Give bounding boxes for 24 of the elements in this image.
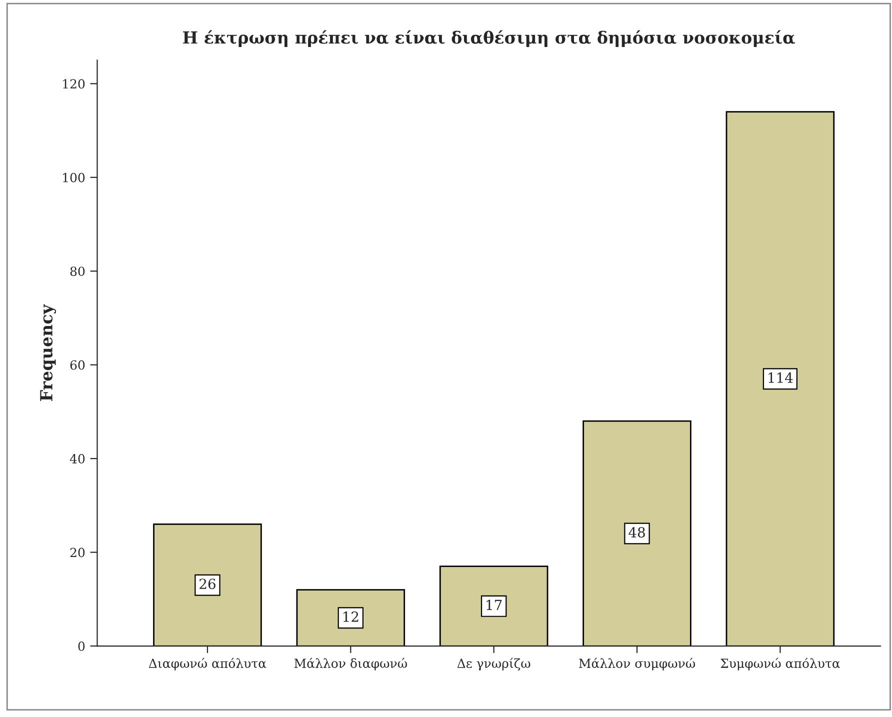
bar [726,111,835,646]
x-tick-label: Συμφωνώ απόλυτα [720,658,840,670]
x-tick-label: Διαφωνώ απόλυτα [148,658,266,670]
data-label: 17 [486,600,502,610]
x-tick-label: Μάλλον διαφωνώ [294,658,407,670]
bar [296,589,406,646]
y-tick-label: 100 [63,172,85,182]
data-label: 12 [344,611,358,622]
bar [439,566,548,646]
bar [153,523,262,646]
y-tick-label: 40 [70,454,85,464]
x-tick-label: Μάλλον συμφωνώ [579,658,695,670]
y-tick-label: 120 [63,79,85,89]
y-tick-label: 80 [70,266,85,276]
x-tick-label: Δε γνωρίζω [457,658,530,670]
data-label: 26 [200,578,216,590]
y-tick-label: 0 [78,641,85,651]
data-label: 114 [768,372,793,383]
y-tick-label: 60 [70,360,85,370]
data-label: 48 [628,527,645,538]
y-tick-label: 20 [70,548,85,558]
chart-title: Η έκτρωση πρέπει να είναι διαθέσιμη στα δημόσια νοσοκομεία [183,30,795,48]
y-axis-title: Frequency [40,304,56,401]
bar [582,420,692,646]
